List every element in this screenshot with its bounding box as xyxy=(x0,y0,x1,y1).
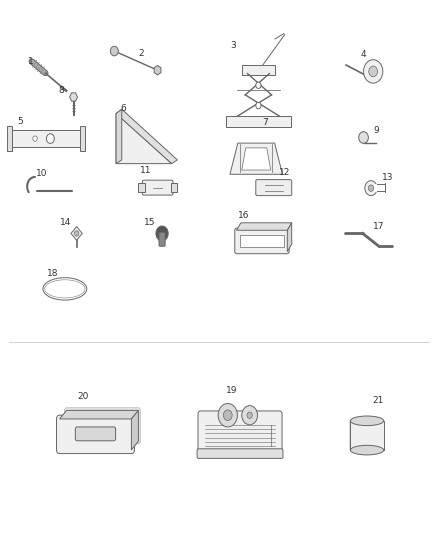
FancyBboxPatch shape xyxy=(256,180,292,196)
Circle shape xyxy=(247,412,252,418)
Circle shape xyxy=(365,181,377,196)
Text: 3: 3 xyxy=(230,41,236,50)
Text: 14: 14 xyxy=(60,219,71,227)
Ellipse shape xyxy=(43,278,87,300)
Circle shape xyxy=(223,410,232,421)
Circle shape xyxy=(74,231,79,236)
FancyBboxPatch shape xyxy=(350,421,384,450)
FancyBboxPatch shape xyxy=(7,126,12,151)
FancyBboxPatch shape xyxy=(171,183,177,192)
FancyBboxPatch shape xyxy=(242,65,275,75)
Circle shape xyxy=(156,226,168,241)
FancyBboxPatch shape xyxy=(240,235,284,247)
Text: 1: 1 xyxy=(28,57,34,66)
FancyBboxPatch shape xyxy=(197,449,283,458)
Polygon shape xyxy=(230,143,283,174)
Polygon shape xyxy=(116,109,177,164)
Polygon shape xyxy=(60,410,138,419)
Text: 20: 20 xyxy=(78,392,89,400)
Circle shape xyxy=(256,102,261,109)
Text: 6: 6 xyxy=(120,104,127,112)
Text: 5: 5 xyxy=(17,117,23,126)
Polygon shape xyxy=(131,410,138,450)
Circle shape xyxy=(364,60,383,83)
Polygon shape xyxy=(71,227,82,240)
FancyBboxPatch shape xyxy=(159,232,165,246)
Text: 12: 12 xyxy=(279,168,290,177)
FancyBboxPatch shape xyxy=(142,180,173,195)
Circle shape xyxy=(218,403,237,427)
Text: 17: 17 xyxy=(373,222,385,231)
Text: 7: 7 xyxy=(262,118,268,127)
Polygon shape xyxy=(287,223,292,252)
Text: 18: 18 xyxy=(47,270,58,278)
Circle shape xyxy=(369,66,378,77)
Ellipse shape xyxy=(350,416,384,425)
Circle shape xyxy=(242,406,258,425)
Text: 9: 9 xyxy=(374,126,380,134)
Text: 13: 13 xyxy=(382,173,393,182)
Polygon shape xyxy=(116,109,122,164)
Circle shape xyxy=(110,46,118,56)
FancyBboxPatch shape xyxy=(374,184,385,192)
Circle shape xyxy=(33,136,37,141)
FancyBboxPatch shape xyxy=(80,126,85,151)
Polygon shape xyxy=(116,114,172,164)
Polygon shape xyxy=(154,66,161,75)
Circle shape xyxy=(368,185,374,191)
FancyBboxPatch shape xyxy=(198,411,282,455)
Text: 15: 15 xyxy=(144,219,155,227)
FancyBboxPatch shape xyxy=(226,116,291,127)
Text: 10: 10 xyxy=(36,169,47,178)
FancyBboxPatch shape xyxy=(235,228,289,254)
Text: 19: 19 xyxy=(226,386,237,394)
FancyBboxPatch shape xyxy=(11,130,81,147)
Circle shape xyxy=(256,82,261,88)
Polygon shape xyxy=(242,148,271,170)
Polygon shape xyxy=(70,93,78,101)
Circle shape xyxy=(46,134,54,143)
Text: 2: 2 xyxy=(139,49,144,58)
Circle shape xyxy=(359,132,368,143)
Text: 8: 8 xyxy=(58,86,64,94)
Polygon shape xyxy=(237,223,292,230)
Text: 11: 11 xyxy=(140,166,151,175)
Ellipse shape xyxy=(350,446,384,455)
FancyBboxPatch shape xyxy=(138,183,145,192)
FancyBboxPatch shape xyxy=(57,415,134,454)
Text: 21: 21 xyxy=(372,397,384,405)
Text: 4: 4 xyxy=(361,50,366,59)
Ellipse shape xyxy=(45,280,85,298)
FancyBboxPatch shape xyxy=(64,408,141,444)
FancyBboxPatch shape xyxy=(75,427,116,441)
Text: 16: 16 xyxy=(238,211,249,220)
